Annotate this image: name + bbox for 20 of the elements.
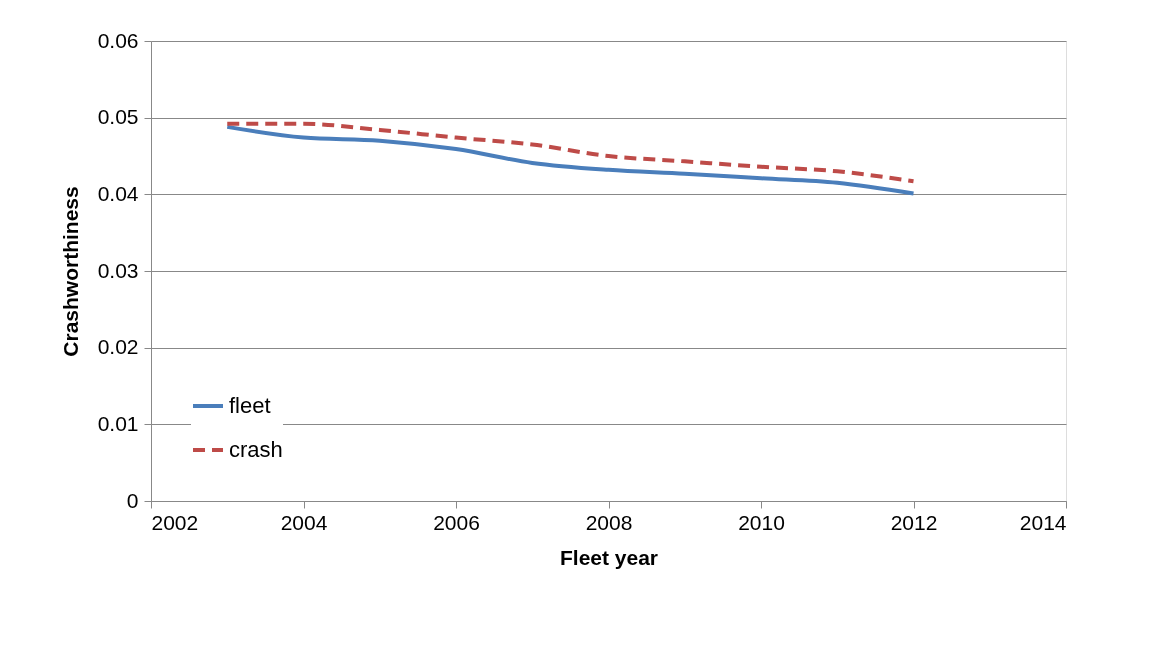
x-tick-label: 2012 — [890, 510, 938, 534]
x-axis-title: Fleet year — [559, 545, 659, 569]
y-tick-label: 0.06 — [97, 28, 139, 52]
line-series — [225, 121, 916, 184]
x-tick-label: 2014 — [1019, 510, 1067, 534]
x-tick-label: 2006 — [433, 510, 480, 534]
y-tick-label: 0.03 — [97, 258, 139, 282]
y-tick-label: 0.05 — [97, 105, 139, 129]
y-axis-title: Crashworthiness — [58, 186, 82, 357]
y-tick-label: 0 — [126, 488, 139, 512]
y-tick-label: 0.02 — [97, 335, 139, 359]
x-tick-label: 2004 — [280, 510, 328, 534]
y-tick-label: 0.04 — [97, 181, 139, 205]
x-tick-label: 2010 — [738, 510, 785, 534]
y-tick-label: 0.01 — [97, 411, 139, 435]
x-tick-label: 2008 — [585, 510, 633, 534]
legend-label: crash — [229, 437, 283, 462]
line-series — [225, 124, 916, 196]
legend-label: fleet — [229, 393, 271, 418]
x-tick-label: 2002 — [151, 510, 199, 534]
